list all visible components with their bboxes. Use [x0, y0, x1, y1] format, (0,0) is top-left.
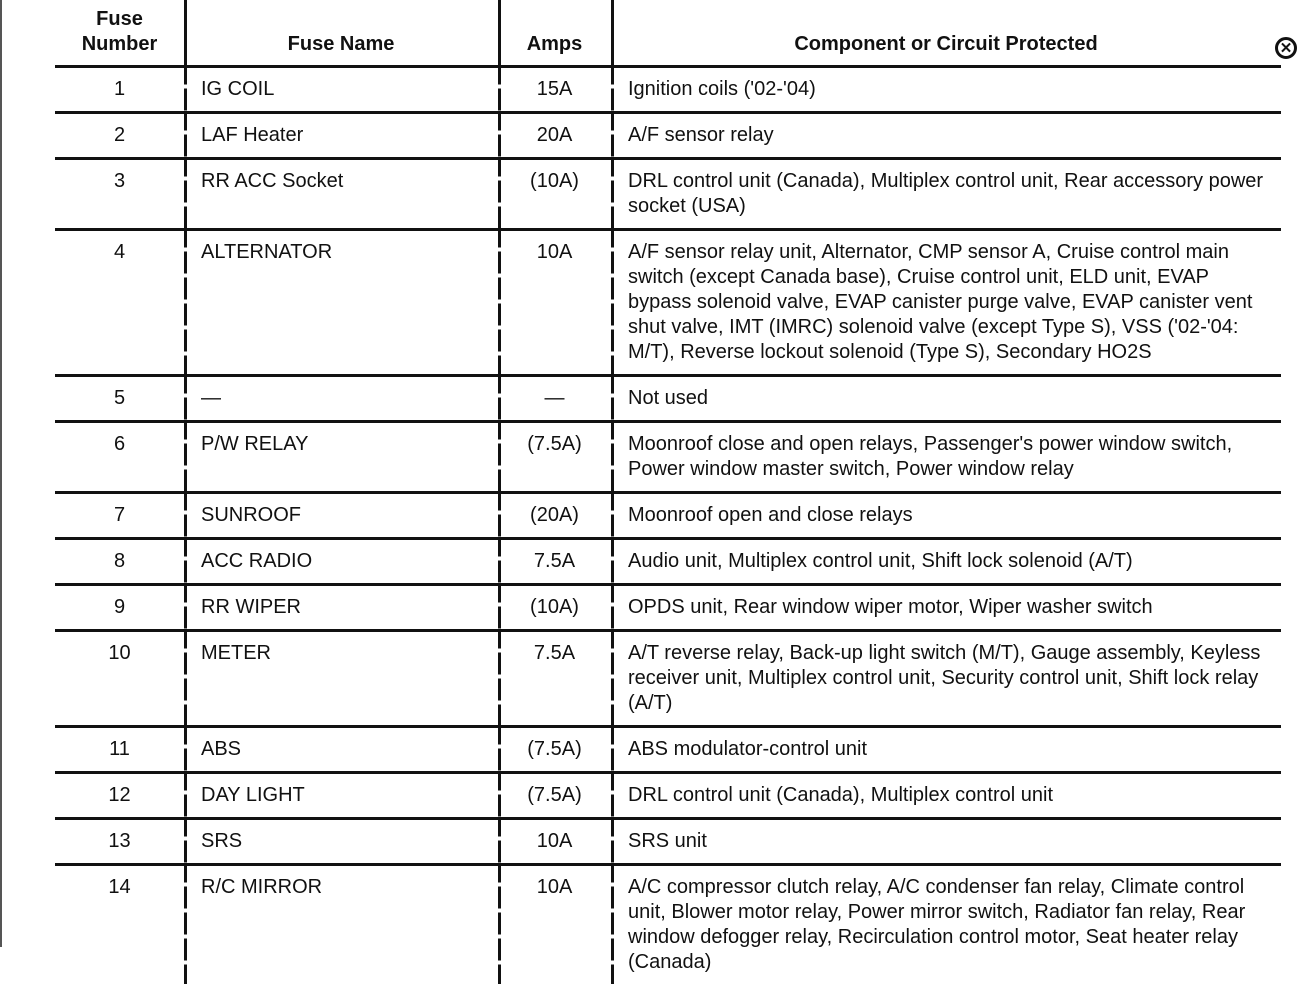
header-component: Component or Circuit Protected [611, 0, 1281, 67]
fuse-name-cell: DAY LIGHT [184, 773, 498, 819]
component-cell: A/T reverse relay, Back-up light switch … [611, 631, 1281, 727]
amps-cell: (7.5A) [498, 727, 611, 773]
fuse-name-cell: — [184, 376, 498, 422]
fuse-number-cell: 9 [55, 585, 184, 631]
amps-cell: 15A [498, 67, 611, 113]
component-cell: OPDS unit, Rear window wiper motor, Wipe… [611, 585, 1281, 631]
fuse-number-cell: 8 [55, 539, 184, 585]
amps-cell: (20A) [498, 493, 611, 539]
fuse-name-cell: RR ACC Socket [184, 159, 498, 230]
amps-cell: 10A [498, 230, 611, 376]
fuse-name-cell: METER [184, 631, 498, 727]
fuse-name-cell: ACC RADIO [184, 539, 498, 585]
fuse-name-cell: ABS [184, 727, 498, 773]
amps-cell: 10A [498, 819, 611, 865]
fuse-table: Fuse Number Fuse Name Amps Component or … [55, 0, 1281, 984]
header-amps: Amps [498, 0, 611, 67]
fuse-name-cell: LAF Heater [184, 113, 498, 159]
close-icon[interactable]: ✕ [1275, 37, 1297, 59]
fuse-number-cell: 14 [55, 865, 184, 984]
fuse-number-cell: 6 [55, 422, 184, 493]
fuse-number-cell: 12 [55, 773, 184, 819]
amps-cell: (10A) [498, 159, 611, 230]
amps-cell: 20A [498, 113, 611, 159]
component-cell: ABS modulator-control unit [611, 727, 1281, 773]
table-row: 5——Not used [55, 376, 1281, 422]
amps-cell: 7.5A [498, 539, 611, 585]
fuse-number-cell: 4 [55, 230, 184, 376]
table-header: Fuse Number Fuse Name Amps Component or … [55, 0, 1281, 67]
component-cell: DRL control unit (Canada), Multiplex con… [611, 159, 1281, 230]
fuse-number-cell: 7 [55, 493, 184, 539]
fuse-name-cell: SRS [184, 819, 498, 865]
fuse-number-cell: 11 [55, 727, 184, 773]
component-cell: Moonroof open and close relays [611, 493, 1281, 539]
component-cell: A/F sensor relay unit, Alternator, CMP s… [611, 230, 1281, 376]
amps-cell: (10A) [498, 585, 611, 631]
fuse-name-cell: RR WIPER [184, 585, 498, 631]
fuse-name-cell: ALTERNATOR [184, 230, 498, 376]
fuse-name-cell: R/C MIRROR [184, 865, 498, 984]
amps-cell: (7.5A) [498, 773, 611, 819]
amps-cell: (7.5A) [498, 422, 611, 493]
component-cell: A/F sensor relay [611, 113, 1281, 159]
component-cell: SRS unit [611, 819, 1281, 865]
header-fuse-number: Fuse Number [55, 0, 184, 67]
fuse-number-cell: 10 [55, 631, 184, 727]
amps-cell: — [498, 376, 611, 422]
fuse-name-cell: SUNROOF [184, 493, 498, 539]
fuse-number-cell: 13 [55, 819, 184, 865]
component-cell: A/C compressor clutch relay, A/C condens… [611, 865, 1281, 984]
left-border [0, 0, 2, 947]
fuse-name-cell: IG COIL [184, 67, 498, 113]
fuse-name-cell: P/W RELAY [184, 422, 498, 493]
fuse-number-cell: 1 [55, 67, 184, 113]
component-cell: DRL control unit (Canada), Multiplex con… [611, 773, 1281, 819]
fuse-number-cell: 2 [55, 113, 184, 159]
component-cell: Moonroof close and open relays, Passenge… [611, 422, 1281, 493]
component-cell: Not used [611, 376, 1281, 422]
fuse-number-cell: 5 [55, 376, 184, 422]
fuse-number-cell: 3 [55, 159, 184, 230]
component-cell: Ignition coils ('02-'04) [611, 67, 1281, 113]
amps-cell: 7.5A [498, 631, 611, 727]
amps-cell: 10A [498, 865, 611, 984]
component-cell: Audio unit, Multiplex control unit, Shif… [611, 539, 1281, 585]
header-fuse-name: Fuse Name [184, 0, 498, 67]
